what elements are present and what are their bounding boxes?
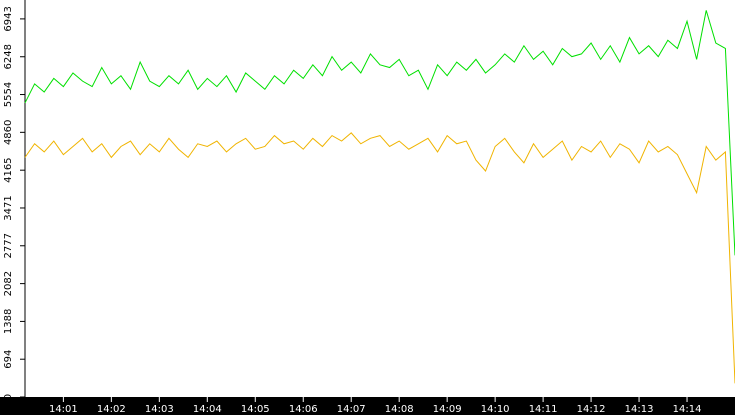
series-line: [24, 132, 735, 384]
x-tick-label: 14:12: [577, 404, 606, 415]
x-tick-label: 14:02: [97, 404, 126, 415]
x-tick-label: 14:08: [385, 404, 414, 415]
x-tick-label: 14:03: [145, 404, 174, 415]
x-tick-label: 14:14: [673, 404, 702, 415]
y-tick-label: 4860: [3, 120, 14, 145]
x-tick-label: 14:11: [529, 404, 558, 415]
series-line: [24, 10, 735, 256]
x-tick-label: 14:13: [625, 404, 654, 415]
x-tick-label: 14:10: [481, 404, 510, 415]
y-tick-label: 2777: [3, 233, 14, 258]
x-tick-label: 14:01: [49, 404, 78, 415]
y-tick-label: 694: [3, 350, 14, 369]
y-tick-label: 6248: [3, 44, 14, 69]
y-tick-label: 6943: [3, 6, 14, 31]
y-tick-label: 3471: [3, 195, 14, 220]
y-tick-label: 1388: [3, 309, 14, 334]
x-tick-label: 14:05: [241, 404, 270, 415]
y-tick-label: 0: [3, 394, 14, 400]
y-tick-label: 4165: [3, 157, 14, 182]
x-tick-label: 14:07: [337, 404, 366, 415]
x-tick-label: 14:09: [433, 404, 462, 415]
x-axis-band: [0, 397, 735, 415]
y-tick-label: 2082: [3, 271, 14, 296]
y-tick-label: 5554: [3, 82, 14, 107]
x-tick-label: 14:04: [193, 404, 222, 415]
x-tick-label: 14:06: [289, 404, 318, 415]
